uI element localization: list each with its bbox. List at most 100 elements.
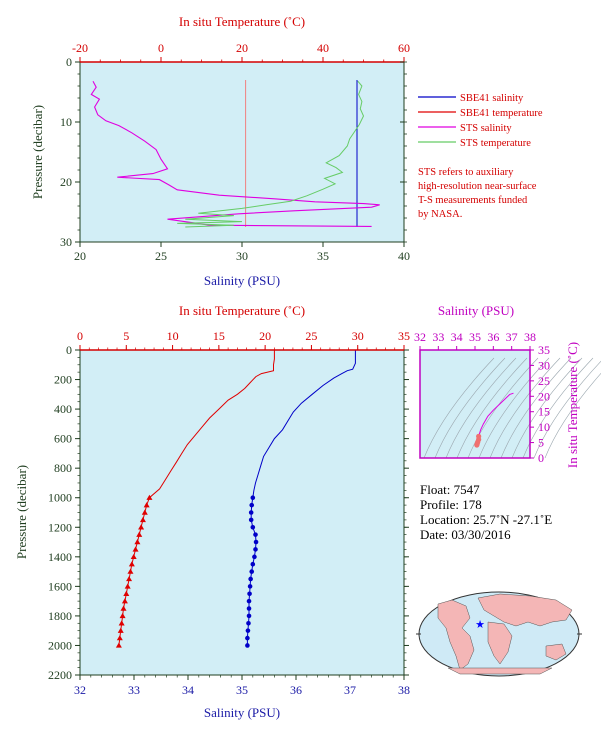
top-salinity-axis-title: Salinity (PSU) xyxy=(204,273,280,288)
main-salinity-tick-label: 36 xyxy=(290,683,302,697)
temperature-marker xyxy=(143,502,150,508)
ts-salinity-axis-title: Salinity (PSU) xyxy=(438,303,514,318)
ts-salinity-tick-label: 38 xyxy=(524,330,536,344)
main-pressure-tick-label: 1200 xyxy=(48,520,72,534)
salinity-marker xyxy=(246,606,252,611)
temperature-marker xyxy=(126,575,133,582)
top-plot-area xyxy=(80,62,404,242)
main-salinity-tick-label: 32 xyxy=(74,683,86,697)
main-salinity-axis-title: Salinity (PSU) xyxy=(204,705,280,720)
main-temp-tick-label: 35 xyxy=(398,329,410,343)
top-pressure-tick-label: 20 xyxy=(60,175,72,189)
top-temp-tick-label: 60 xyxy=(398,41,410,55)
temperature-marker xyxy=(119,612,126,619)
top-salinity-tick-label: 35 xyxy=(317,249,329,263)
main-ticks-group: 0 5 10 15 20 25 30 35 32 33 34 35 36 37 38 0 200 400 600 80… xyxy=(48,329,410,697)
legend-label-sbe41-salinity: SBE41 salinity xyxy=(460,93,524,104)
ts-temp-tick-label: 35 xyxy=(538,343,550,357)
top-series-sts-temperature xyxy=(177,80,365,228)
temperature-marker xyxy=(134,539,141,545)
main-salinity-tick-label: 38 xyxy=(398,683,410,697)
top-temp-axis-title: In situ Temperature (˚C) xyxy=(179,14,305,29)
ts-temp-axis-title: In situ Temperature (˚C) xyxy=(565,342,580,468)
main-pressure-tick-label: 2200 xyxy=(48,668,72,682)
temperature-marker xyxy=(138,524,145,530)
density-contour xyxy=(544,372,601,459)
salinity-marker xyxy=(250,495,256,501)
legend-label-sts-temperature: STS temperature xyxy=(460,138,531,149)
salinity-marker xyxy=(246,598,252,604)
main-temp-tick-label: 15 xyxy=(213,329,225,343)
density-contour xyxy=(500,357,572,459)
ts-temp-tick-label: 0 xyxy=(538,451,544,465)
main-series-group xyxy=(115,350,356,648)
top-temp-tick-label: 0 xyxy=(158,41,164,55)
note-line-2: high-resolution near-surface xyxy=(418,181,537,192)
main-pressure-tick-label: 800 xyxy=(54,461,72,475)
density-contour xyxy=(467,357,539,459)
main-pressure-tick-label: 1600 xyxy=(48,579,72,593)
density-contour xyxy=(445,357,517,459)
density-contour xyxy=(511,357,583,459)
profile-info: Float: 7547 Profile: 178 Location: 25.7˚… xyxy=(420,482,552,542)
ts-temp-tick-label: 10 xyxy=(538,420,550,434)
main-pressure-tick-label: 400 xyxy=(54,402,72,416)
density-contour xyxy=(533,360,601,459)
main-pressure-tick-label: 1400 xyxy=(48,550,72,564)
salinity-marker xyxy=(249,502,255,508)
main-temp-tick-label: 25 xyxy=(305,329,317,343)
salinity-marker xyxy=(249,569,255,574)
density-contour xyxy=(434,357,506,459)
ts-density-contours xyxy=(423,357,601,459)
top-series-sts-salinity xyxy=(90,80,380,227)
salinity-marker xyxy=(245,628,251,633)
map-land-eurasia xyxy=(477,593,573,627)
main-salinity-tick-label: 37 xyxy=(344,683,356,697)
salinity-marker xyxy=(245,643,250,648)
info-profile: Profile: 178 xyxy=(420,497,482,512)
top-pressure-axis-title: Pressure (decibar) xyxy=(30,105,45,199)
legend-label-sbe41-temperature: SBE41 temperature xyxy=(460,108,543,119)
top-salinity-tick-label: 25 xyxy=(155,249,167,263)
note-line-1: STS refers to auxiliary xyxy=(418,167,514,178)
salinity-marker xyxy=(247,584,253,589)
ts-temp-tick-label: 20 xyxy=(538,389,550,403)
temperature-marker xyxy=(128,561,135,567)
temperature-marker xyxy=(120,605,127,611)
ts-temp-tick-label: 30 xyxy=(538,358,550,372)
top-temp-tick-label: 40 xyxy=(317,41,329,55)
ts-salinity-tick-label: 32 xyxy=(414,330,426,344)
salinity-marker xyxy=(246,620,251,626)
salinity-marker xyxy=(252,554,257,560)
main-pressure-tick-label: 600 xyxy=(54,432,72,446)
salinity-marker xyxy=(250,561,256,567)
salinity-marker xyxy=(245,635,250,641)
info-location: Location: 25.7˚N -27.1˚E xyxy=(420,512,552,527)
density-contour xyxy=(478,357,550,459)
top-salinity-tick-label: 30 xyxy=(236,249,248,263)
ts-salinity-tick-label: 35 xyxy=(469,330,481,344)
temperature-marker xyxy=(130,553,137,560)
temperature-marker xyxy=(146,494,153,500)
ts-temp-tick-label: 15 xyxy=(538,405,550,419)
salinity-marker xyxy=(248,517,254,523)
density-contour xyxy=(489,357,561,459)
main-plot-area xyxy=(80,350,404,675)
temperature-marker xyxy=(132,546,139,552)
main-pressure-tick-label: 0 xyxy=(66,343,72,357)
map-land-americas xyxy=(437,599,475,671)
temperature-marker xyxy=(115,642,122,648)
temperature-marker xyxy=(141,509,148,515)
top-series-group xyxy=(90,80,380,228)
salinity-marker xyxy=(248,510,254,515)
temperature-marker xyxy=(121,598,128,604)
info-float: Float: 7547 xyxy=(420,482,480,497)
salinity-marker xyxy=(250,524,256,530)
ts-profile-point xyxy=(476,433,482,439)
main-pressure-tick-label: 2000 xyxy=(48,638,72,652)
